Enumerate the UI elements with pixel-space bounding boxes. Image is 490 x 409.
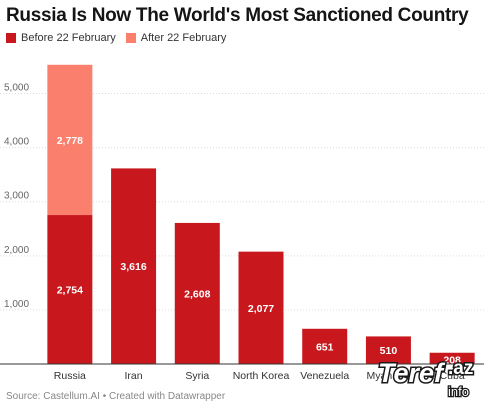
- watermark-brand: Teref: [378, 358, 446, 388]
- x-tick-label: Myanmar: [367, 370, 411, 382]
- bar-before: [365, 336, 411, 364]
- legend-swatch-after: [125, 33, 136, 43]
- x-tick-label: Syria: [185, 370, 209, 382]
- x-tick-label: North Korea: [233, 370, 290, 382]
- watermark-sub: info: [448, 384, 469, 399]
- source-note: Source: Castellum.AI • Created with Data…: [6, 391, 226, 402]
- legend-label-before: Before 22 February: [21, 32, 116, 44]
- bar-before: [47, 215, 93, 364]
- bar-before: [111, 168, 157, 364]
- x-tick-label: Iran: [125, 370, 143, 382]
- legend-item-after: After 22 February: [125, 32, 227, 44]
- y-tick-label: 3,000: [4, 191, 29, 202]
- bar-value-label: 2,754: [57, 285, 83, 297]
- x-tick-label: Venezuela: [300, 370, 349, 382]
- bar-value-label: 510: [380, 345, 398, 357]
- legend-swatch-before: [6, 33, 16, 43]
- bar-after: [47, 64, 93, 216]
- bar-value-label: 3,616: [120, 261, 146, 273]
- legend: Before 22 February After 22 February: [6, 32, 236, 44]
- bar-before: [174, 222, 220, 364]
- x-tick-label: Russia: [54, 370, 86, 382]
- y-tick-label: 2,000: [4, 245, 29, 256]
- legend-item-before: Before 22 February: [6, 32, 116, 44]
- teref-watermark-logo: Teref .az info: [378, 357, 475, 401]
- chart-title: Russia Is Now The World's Most Sanctione…: [6, 5, 469, 26]
- bar-before: [429, 352, 475, 364]
- bar-before: [302, 328, 348, 364]
- x-tick-label: Cuba: [440, 370, 465, 382]
- y-tick-label: 4,000: [4, 137, 29, 148]
- bar-value-label: 2,608: [184, 288, 210, 300]
- bar-value-label: 651: [316, 341, 334, 353]
- bar-chart: 1,000 2,000 3,000 4,000 5,000 2,754 2,778 Russi…: [0, 64, 484, 382]
- y-tick-label: 5,000: [4, 83, 29, 94]
- bar-value-label-after: 2,778: [57, 135, 83, 147]
- legend-label-after: After 22 February: [140, 32, 227, 44]
- y-tick-label: 1,000: [4, 299, 29, 310]
- bar-value-label: 2,077: [248, 303, 274, 315]
- bar-before: [238, 251, 284, 364]
- watermark-tld: .az: [448, 358, 473, 379]
